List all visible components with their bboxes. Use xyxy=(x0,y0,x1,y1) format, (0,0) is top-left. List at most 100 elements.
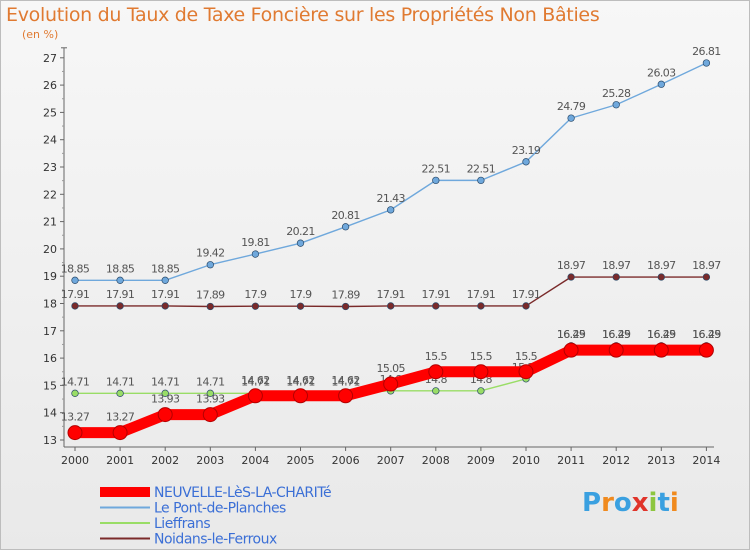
x-tick-label: 2000 xyxy=(61,454,89,467)
data-point xyxy=(116,276,124,284)
data-point xyxy=(161,389,169,397)
data-point xyxy=(161,302,169,310)
data-label: 16.29 xyxy=(647,328,676,341)
data-label: 20.21 xyxy=(286,225,315,238)
data-label: 17.9 xyxy=(289,288,312,301)
data-label: 16.45 xyxy=(647,328,676,341)
data-point-main xyxy=(202,407,218,423)
data-point-main xyxy=(428,364,444,380)
y-tick-label: 26 xyxy=(43,79,57,92)
legend-label: Noidans-le-Ferroux xyxy=(154,532,277,548)
data-label: 26.03 xyxy=(647,66,676,79)
data-point-main xyxy=(338,388,354,404)
data-label: 17.91 xyxy=(106,288,135,301)
data-point xyxy=(251,302,260,310)
data-point xyxy=(477,302,485,310)
data-point xyxy=(702,273,711,281)
data-point-main xyxy=(112,425,128,441)
data-point xyxy=(477,387,485,395)
data-label: 17.89 xyxy=(331,289,360,302)
data-point xyxy=(161,276,169,284)
data-label: 13.93 xyxy=(151,393,180,406)
logo-letter: i xyxy=(669,488,679,518)
x-tick-label: 2013 xyxy=(647,454,675,467)
y-tick-label: 15 xyxy=(43,379,57,392)
data-label: 18.85 xyxy=(151,262,180,275)
data-point xyxy=(612,273,620,281)
data-label: 18.97 xyxy=(602,259,631,272)
data-label: 17.91 xyxy=(61,288,90,301)
legend-label: NEUVELLE-LèS-LA-CHARITé xyxy=(154,485,331,501)
data-label: 16.29 xyxy=(602,328,631,341)
data-point-main xyxy=(518,364,534,380)
data-point xyxy=(206,389,214,397)
data-label: 19.81 xyxy=(241,236,270,249)
data-point xyxy=(71,302,79,310)
data-label: 18.85 xyxy=(61,262,90,275)
data-label: 17.91 xyxy=(151,288,180,301)
data-label: 22.51 xyxy=(467,162,496,175)
data-point xyxy=(71,276,79,284)
chart-unit-label: (en %) xyxy=(22,28,59,41)
data-label: 14.71 xyxy=(151,375,180,388)
legend-swatch xyxy=(100,487,150,497)
data-point xyxy=(341,223,350,231)
data-point xyxy=(116,389,124,397)
data-label: 17.91 xyxy=(467,288,496,301)
data-label: 16.29 xyxy=(692,328,721,341)
data-label: 15.5 xyxy=(515,350,538,363)
y-tick-label: 18 xyxy=(43,298,57,311)
data-label: 23.19 xyxy=(512,144,541,157)
data-label: 19.42 xyxy=(196,247,225,260)
data-label: 16.45 xyxy=(557,328,586,341)
y-tick-label: 21 xyxy=(43,216,57,229)
x-tick-label: 2008 xyxy=(422,454,450,467)
proxiti-logo: Proxiti xyxy=(582,488,679,518)
data-label: 25.28 xyxy=(602,87,631,100)
data-label: 22.51 xyxy=(422,162,451,175)
data-label: 14.71 xyxy=(61,375,90,388)
data-label: 14.62 xyxy=(331,374,360,387)
data-label: 16.45 xyxy=(692,328,721,341)
data-label: 14.71 xyxy=(331,375,360,388)
data-label: 17.91 xyxy=(512,288,541,301)
y-tick-label: 22 xyxy=(43,188,57,201)
x-tick-label: 2010 xyxy=(512,454,540,467)
data-label: 14.71 xyxy=(196,375,225,388)
y-tick-label: 20 xyxy=(43,243,57,256)
legend-label: Le Pont-de-Planches xyxy=(154,501,286,517)
data-point-main xyxy=(293,388,308,404)
y-tick-label: 14 xyxy=(43,407,57,420)
data-point-main xyxy=(247,388,263,404)
data-point xyxy=(657,80,665,88)
y-tick-label: 27 xyxy=(43,52,57,65)
data-point xyxy=(612,101,620,109)
x-tick-label: 2011 xyxy=(557,454,585,467)
data-label: 21.43 xyxy=(376,192,405,205)
logo-letter: P xyxy=(582,488,602,518)
data-point xyxy=(432,387,440,395)
data-point xyxy=(116,302,124,310)
x-tick-label: 2001 xyxy=(106,454,134,467)
data-point xyxy=(206,302,214,311)
x-tick-label: 2003 xyxy=(196,454,224,467)
y-tick-label: 23 xyxy=(43,161,57,174)
data-point-main xyxy=(67,425,83,441)
data-point xyxy=(387,206,395,214)
data-label: 18.97 xyxy=(647,259,676,272)
y-tick-label: 19 xyxy=(43,270,57,283)
data-point xyxy=(296,302,305,310)
data-point-main xyxy=(563,342,579,358)
data-label: 14.62 xyxy=(286,374,315,387)
data-point xyxy=(387,302,395,310)
chart-title: Evolution du Taux de Taxe Foncière sur l… xyxy=(6,4,600,26)
legend-label: Lieffrans xyxy=(154,516,210,532)
data-point xyxy=(251,250,260,258)
data-label: 13.27 xyxy=(106,411,135,424)
logo-letter: i xyxy=(648,488,658,518)
x-tick-label: 2009 xyxy=(467,454,495,467)
x-tick-label: 2004 xyxy=(241,454,269,467)
data-point-main xyxy=(698,342,714,358)
data-label: 14.62 xyxy=(241,374,270,387)
y-tick-label: 24 xyxy=(43,134,57,147)
